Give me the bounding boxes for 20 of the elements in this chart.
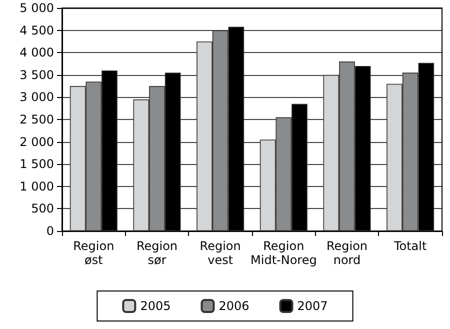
y-tick-label: 4 000 — [20, 46, 54, 60]
y-tick-label: 1 000 — [20, 179, 54, 194]
y-tick-label: 2 000 — [20, 134, 54, 149]
y-tick-label: 4 500 — [20, 23, 54, 38]
x-tick-label: Region nord — [326, 239, 368, 267]
y-tick-label: 0 — [46, 224, 54, 238]
y-tick-label: 3 000 — [20, 90, 54, 104]
y-tick-label: 3 500 — [20, 68, 54, 82]
x-tick-label: Region Midt-Noreg — [250, 239, 317, 267]
x-tick-label: Totalt — [392, 239, 427, 253]
y-tick-label: 2 500 — [20, 112, 54, 126]
x-tick-label: Region øst — [73, 239, 114, 267]
y-tick-label: 5 000 — [20, 1, 54, 15]
y-tick-label: 1 500 — [20, 157, 54, 172]
x-tick-label: Region vest — [200, 239, 241, 267]
x-tick-label: Region sør — [136, 239, 178, 267]
legend-label: 2007 — [297, 299, 328, 313]
y-tick-label: 500 — [31, 202, 54, 216]
legend-label: 2006 — [218, 299, 250, 313]
legend-label: 2005 — [140, 299, 171, 313]
